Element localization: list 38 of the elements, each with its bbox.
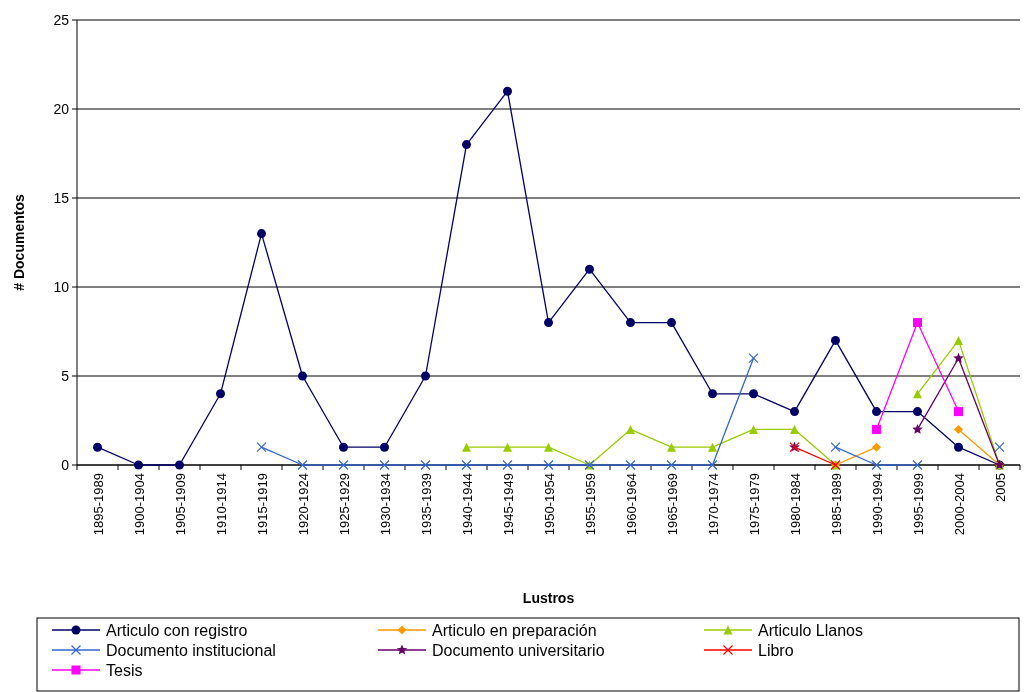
x-tick-label: 1900-1904	[131, 473, 147, 536]
legend-label: Documento institucional	[106, 642, 276, 659]
legend-label: Libro	[758, 642, 794, 659]
y-tick-label: 20	[53, 101, 70, 117]
legend-label: Articulo con registro	[106, 622, 248, 639]
y-tick-label: 25	[53, 12, 70, 28]
x-tick-label: 1905-1909	[172, 473, 188, 536]
legend-label: Articulo Llanos	[758, 622, 863, 639]
legend-label: Documento universitario	[432, 642, 605, 659]
x-tick-label: 1940-1944	[459, 473, 475, 536]
x-tick-label: 1895-1989	[90, 473, 106, 536]
y-tick-label: 0	[61, 457, 70, 473]
y-axis-title: # Documentos	[11, 194, 27, 291]
x-tick-label: 1965-1969	[664, 473, 680, 536]
y-tick-label: 10	[53, 279, 70, 295]
x-tick-label: 1950-1954	[541, 473, 557, 536]
x-tick-label: 2000-2004	[951, 473, 967, 536]
x-tick-label: 1955-1959	[582, 473, 598, 536]
x-tick-label: 1920-1924	[295, 473, 311, 536]
x-tick-label: 1970-1974	[705, 473, 721, 536]
x-tick-label: 1945-1949	[500, 473, 516, 536]
x-tick-label: 1985-1989	[828, 473, 844, 536]
x-tick-label: 1990-1994	[869, 473, 885, 536]
legend-label: Tesis	[106, 662, 143, 679]
x-tick-label: 1975-1979	[746, 473, 762, 536]
x-tick-label: 1935-1939	[418, 473, 434, 536]
x-tick-label: 1980-1984	[787, 473, 803, 536]
x-tick-label: 1930-1934	[377, 473, 393, 536]
x-tick-label: 2005	[992, 473, 1008, 502]
x-tick-label: 1960-1964	[623, 473, 639, 536]
y-tick-label: 5	[61, 368, 70, 384]
x-tick-label: 1925-1929	[336, 473, 352, 536]
x-axis-title: Lustros	[522, 590, 575, 606]
x-tick-label: 1910-1914	[213, 473, 229, 536]
x-tick-label: 1915-1919	[254, 473, 270, 536]
x-tick-label: 1995-1999	[910, 473, 926, 536]
legend-label: Articulo en preparación	[432, 622, 597, 639]
y-tick-label: 15	[53, 190, 70, 206]
